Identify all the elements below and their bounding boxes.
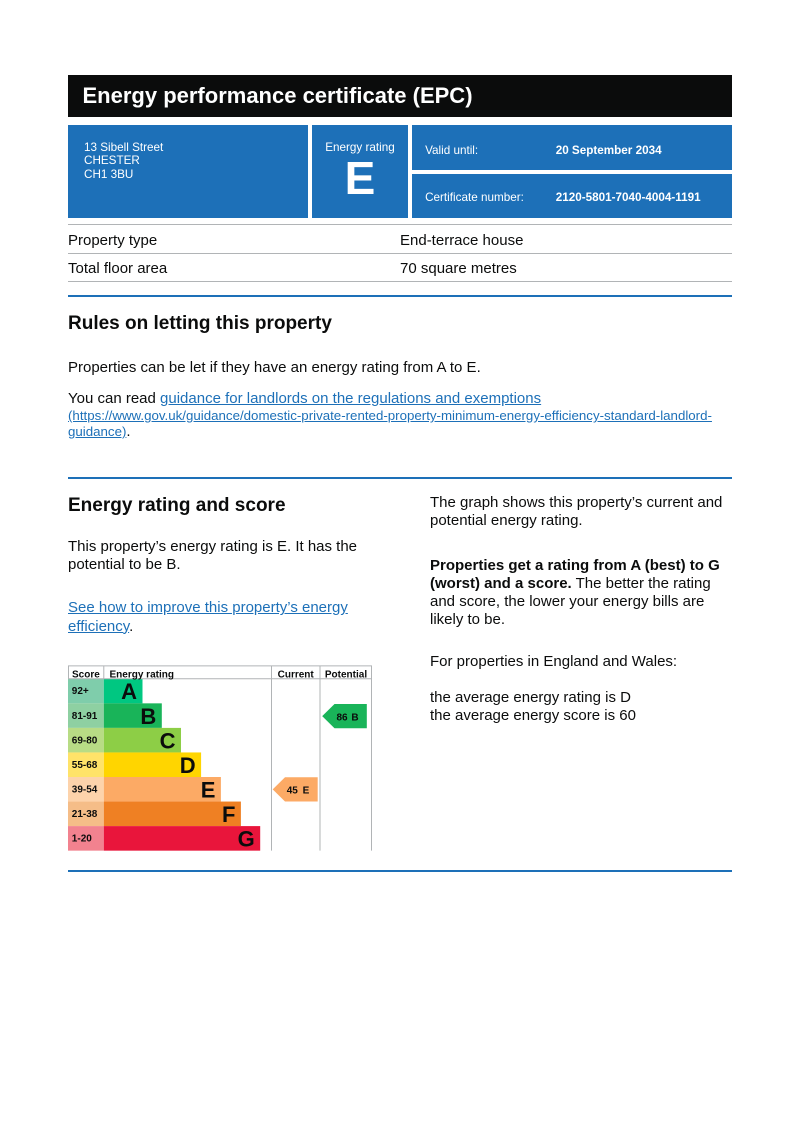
svg-text:F: F xyxy=(222,802,235,827)
svg-text:C: C xyxy=(160,728,176,753)
svg-text:G: G xyxy=(238,827,255,852)
svg-text:92+: 92+ xyxy=(72,686,89,697)
svg-text:81-91: 81-91 xyxy=(72,711,98,722)
svg-text:21-38: 21-38 xyxy=(72,809,98,820)
svg-text:86: 86 xyxy=(336,712,348,723)
svg-text:E: E xyxy=(303,786,310,797)
svg-text:Energy rating: Energy rating xyxy=(110,670,174,681)
svg-text:B: B xyxy=(140,704,156,729)
svg-text:39-54: 39-54 xyxy=(72,784,98,795)
svg-text:Current: Current xyxy=(278,670,315,681)
svg-text:Score: Score xyxy=(72,670,100,681)
svg-text:55-68: 55-68 xyxy=(72,760,98,771)
svg-text:B: B xyxy=(351,712,358,723)
svg-text:45: 45 xyxy=(287,786,299,797)
svg-text:69-80: 69-80 xyxy=(72,735,98,746)
svg-text:1-20: 1-20 xyxy=(72,834,92,845)
svg-text:E: E xyxy=(201,777,216,802)
svg-text:Potential: Potential xyxy=(325,670,367,681)
svg-text:A: A xyxy=(121,679,137,704)
svg-text:D: D xyxy=(180,753,196,778)
